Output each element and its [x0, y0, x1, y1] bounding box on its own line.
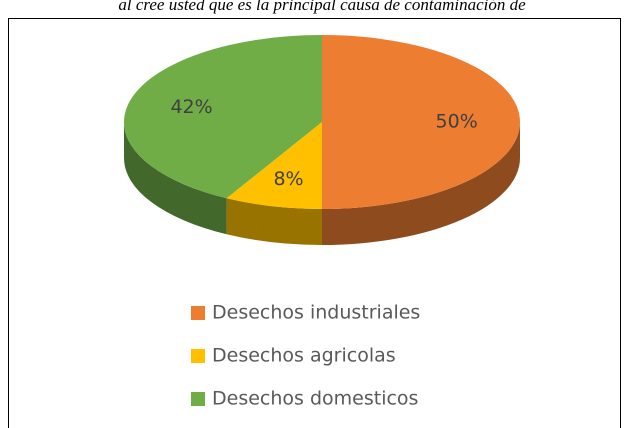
- legend-swatch: [191, 306, 205, 320]
- pie-slice-side: [124, 122, 227, 235]
- pie-slice: [226, 122, 322, 209]
- data-label: 42%: [170, 96, 212, 118]
- legend-swatch: [191, 392, 205, 406]
- legend-label: Desechos domesticos: [212, 388, 418, 410]
- pie-slice-side: [322, 122, 520, 245]
- pie-slice-side: [226, 198, 322, 245]
- data-label: 50%: [436, 111, 478, 133]
- legend-label: Desechos agricolas: [212, 345, 396, 367]
- data-label: 8%: [273, 168, 303, 190]
- chart-title: al cree usted que es la principal causa …: [118, 0, 526, 14]
- legend-swatch: [191, 349, 205, 363]
- legend-label: Desechos industriales: [212, 302, 420, 324]
- pie-slice: [322, 35, 520, 209]
- pie-slice: [123, 34, 323, 199]
